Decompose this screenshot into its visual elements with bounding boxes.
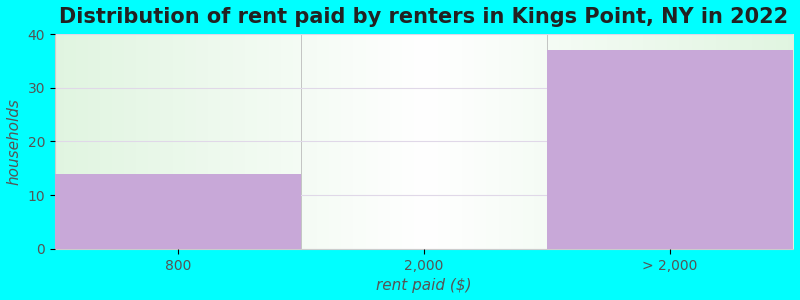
Title: Distribution of rent paid by renters in Kings Point, NY in 2022: Distribution of rent paid by renters in … <box>59 7 789 27</box>
Bar <box>55 174 301 249</box>
Y-axis label: households: households <box>7 98 22 185</box>
Bar <box>547 50 793 249</box>
X-axis label: rent paid ($): rent paid ($) <box>376 278 472 293</box>
